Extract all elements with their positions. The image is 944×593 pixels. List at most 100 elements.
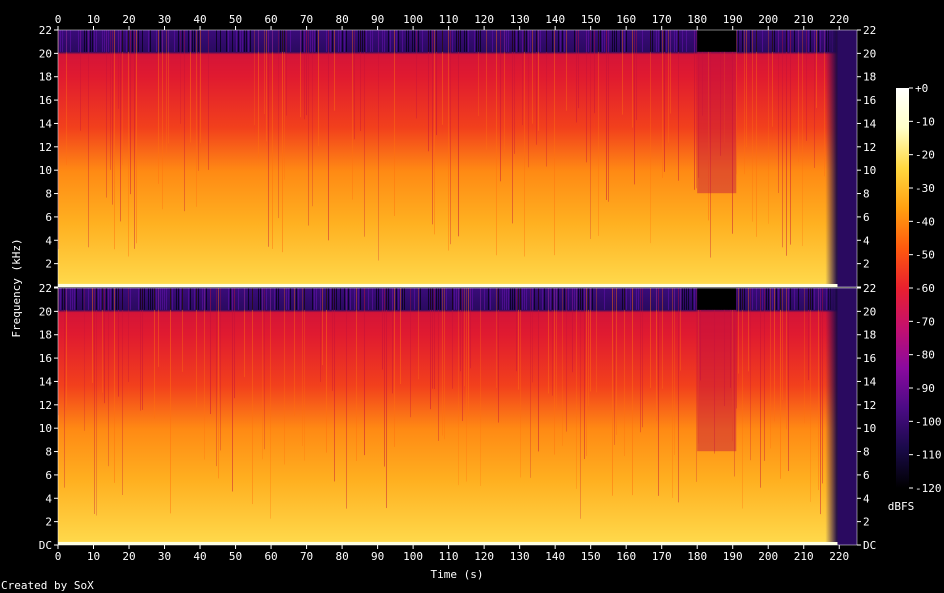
x-tick-label-top: 200 [758, 13, 778, 26]
x-tick-label-bottom: 40 [193, 550, 206, 563]
x-tick-label-bottom: 10 [87, 550, 100, 563]
y-tick-label-left: 16 [39, 94, 52, 107]
x-tick-label-top: 50 [229, 13, 242, 26]
y-tick-label-left: 10 [39, 164, 52, 177]
x-tick-label-top: 140 [545, 13, 565, 26]
x-tick-label-top: 30 [158, 13, 171, 26]
colorbar-tick-label: -70 [915, 315, 935, 328]
colorbar-tick-label: -60 [915, 282, 935, 295]
y-tick-label-left: 12 [39, 399, 52, 412]
y-tick-label-left: 2 [45, 258, 52, 271]
y-tick-label-left: 18 [39, 329, 52, 342]
panel-frame [57, 287, 858, 546]
x-tick-label-top: 90 [371, 13, 384, 26]
x-tick-label-top: 10 [87, 13, 100, 26]
x-tick-label-bottom: 140 [545, 550, 565, 563]
y-tick-label-left: 4 [45, 234, 52, 247]
x-tick-label-bottom: 70 [300, 550, 313, 563]
y-tick-label-right: 14 [863, 117, 877, 130]
spectrogram-band [58, 288, 857, 545]
spectrogram-texture [58, 30, 837, 261]
spectrogram-texture [58, 288, 837, 519]
y-tick-label-left: 8 [45, 446, 52, 459]
y-tick-label-right: 10 [863, 422, 876, 435]
y-tick-label-left: 12 [39, 141, 52, 154]
y-tick-label-left: DC [39, 539, 52, 552]
spectrogram-dc-line [58, 542, 838, 545]
y-tick-label-left: 8 [45, 188, 52, 201]
spectrogram-tail-fade [825, 288, 838, 545]
x-tick-label-bottom: 110 [439, 550, 459, 563]
colorbar-tick-label: -50 [915, 249, 935, 262]
x-tick-label-bottom: 170 [652, 550, 672, 563]
x-axis-label: Time (s) [431, 568, 484, 581]
x-tick-label-top: 110 [439, 13, 459, 26]
y-tick-label-right: 20 [863, 305, 876, 318]
colorbar: +0 -10 -20 -30 -40 -50 -60 -70 -80 -90 -100 -110 -12… [888, 82, 942, 513]
y-tick-label-right: 16 [863, 352, 876, 365]
x-tick-label-bottom: 60 [264, 550, 277, 563]
x-tick-label-top: 190 [723, 13, 743, 26]
y-tick-label-left: 14 [39, 117, 53, 130]
x-tick-label-bottom: 50 [229, 550, 242, 563]
colorbar-tick-label: -40 [915, 215, 935, 228]
x-tick-label-bottom: 80 [335, 550, 348, 563]
x-tick-label-bottom: 90 [371, 550, 384, 563]
axes: 0 0 10 10 20 20 30 30 40 40 50 50 60 60 70 70 80 80 90 90 10… [55, 13, 849, 563]
y-axis-label: Frequency (kHz) [10, 238, 23, 337]
colorbar-tick-label: -30 [915, 182, 935, 195]
spectrogram-tail-fade [825, 30, 838, 287]
y-tick-label-right: 22 [863, 24, 876, 37]
x-tick-label-bottom: 150 [581, 550, 601, 563]
y-tick-label-left: 18 [39, 71, 52, 84]
y-tick-label-left: 22 [39, 24, 52, 37]
y-tick-label-left: 2 [45, 516, 52, 529]
x-tick-label-top: 70 [300, 13, 313, 26]
spectrogram-quiet-top [697, 30, 737, 52]
y-tick-label-right: 18 [863, 329, 876, 342]
x-tick-label-bottom: 20 [122, 550, 135, 563]
panel-frame [57, 29, 858, 288]
y-tick-label-left: 10 [39, 422, 52, 435]
y-tick-label-right: 12 [863, 399, 876, 412]
y-tick-label-right: 2 [863, 516, 870, 529]
x-tick-label-bottom: 130 [510, 550, 530, 563]
y-tick-label-left: 16 [39, 352, 52, 365]
y-tick-label-right: 6 [863, 211, 870, 224]
x-tick-label-bottom: 30 [158, 550, 171, 563]
colorbar-tick-label: -10 [915, 115, 935, 128]
x-tick-label-top: 220 [829, 13, 849, 26]
y-tick-label-left: 20 [39, 305, 52, 318]
x-tick-label-top: 170 [652, 13, 672, 26]
colorbar-tick-label: +0 [915, 82, 928, 95]
y-tick-label-right: 6 [863, 469, 870, 482]
colorbar-gradient [896, 88, 909, 488]
x-tick-label-bottom: 190 [723, 550, 743, 563]
y-tick-label-left: 20 [39, 47, 52, 60]
colorbar-tick-label: -20 [915, 149, 935, 162]
x-tick-label-top: 210 [794, 13, 814, 26]
y-tick-label-right: 22 [863, 282, 876, 295]
y-tick-label-right: 4 [863, 492, 870, 505]
x-tick-label-bottom: 180 [687, 550, 707, 563]
x-tick-label-top: 0 [55, 13, 62, 26]
spectrogram-quiet-top [697, 288, 737, 310]
colorbar-tick-label: -80 [915, 349, 935, 362]
x-tick-label-top: 150 [581, 13, 601, 26]
colorbar-unit: dBFS [888, 500, 915, 513]
y-tick-label-right: DC [863, 539, 876, 552]
y-tick-label-right: 4 [863, 234, 870, 247]
colorbar-tick-label: -100 [915, 415, 942, 428]
y-tick-label-left: 4 [45, 492, 52, 505]
x-tick-label-bottom: 100 [403, 550, 423, 563]
x-tick-label-bottom: 210 [794, 550, 814, 563]
spectrogram-quiet-mid [697, 51, 737, 194]
y-tick-label-left: 14 [39, 375, 53, 388]
spectrogram-tail [837, 288, 857, 545]
y-tick-label-right: 20 [863, 47, 876, 60]
x-tick-label-top: 20 [122, 13, 135, 26]
x-tick-label-bottom: 160 [616, 550, 636, 563]
